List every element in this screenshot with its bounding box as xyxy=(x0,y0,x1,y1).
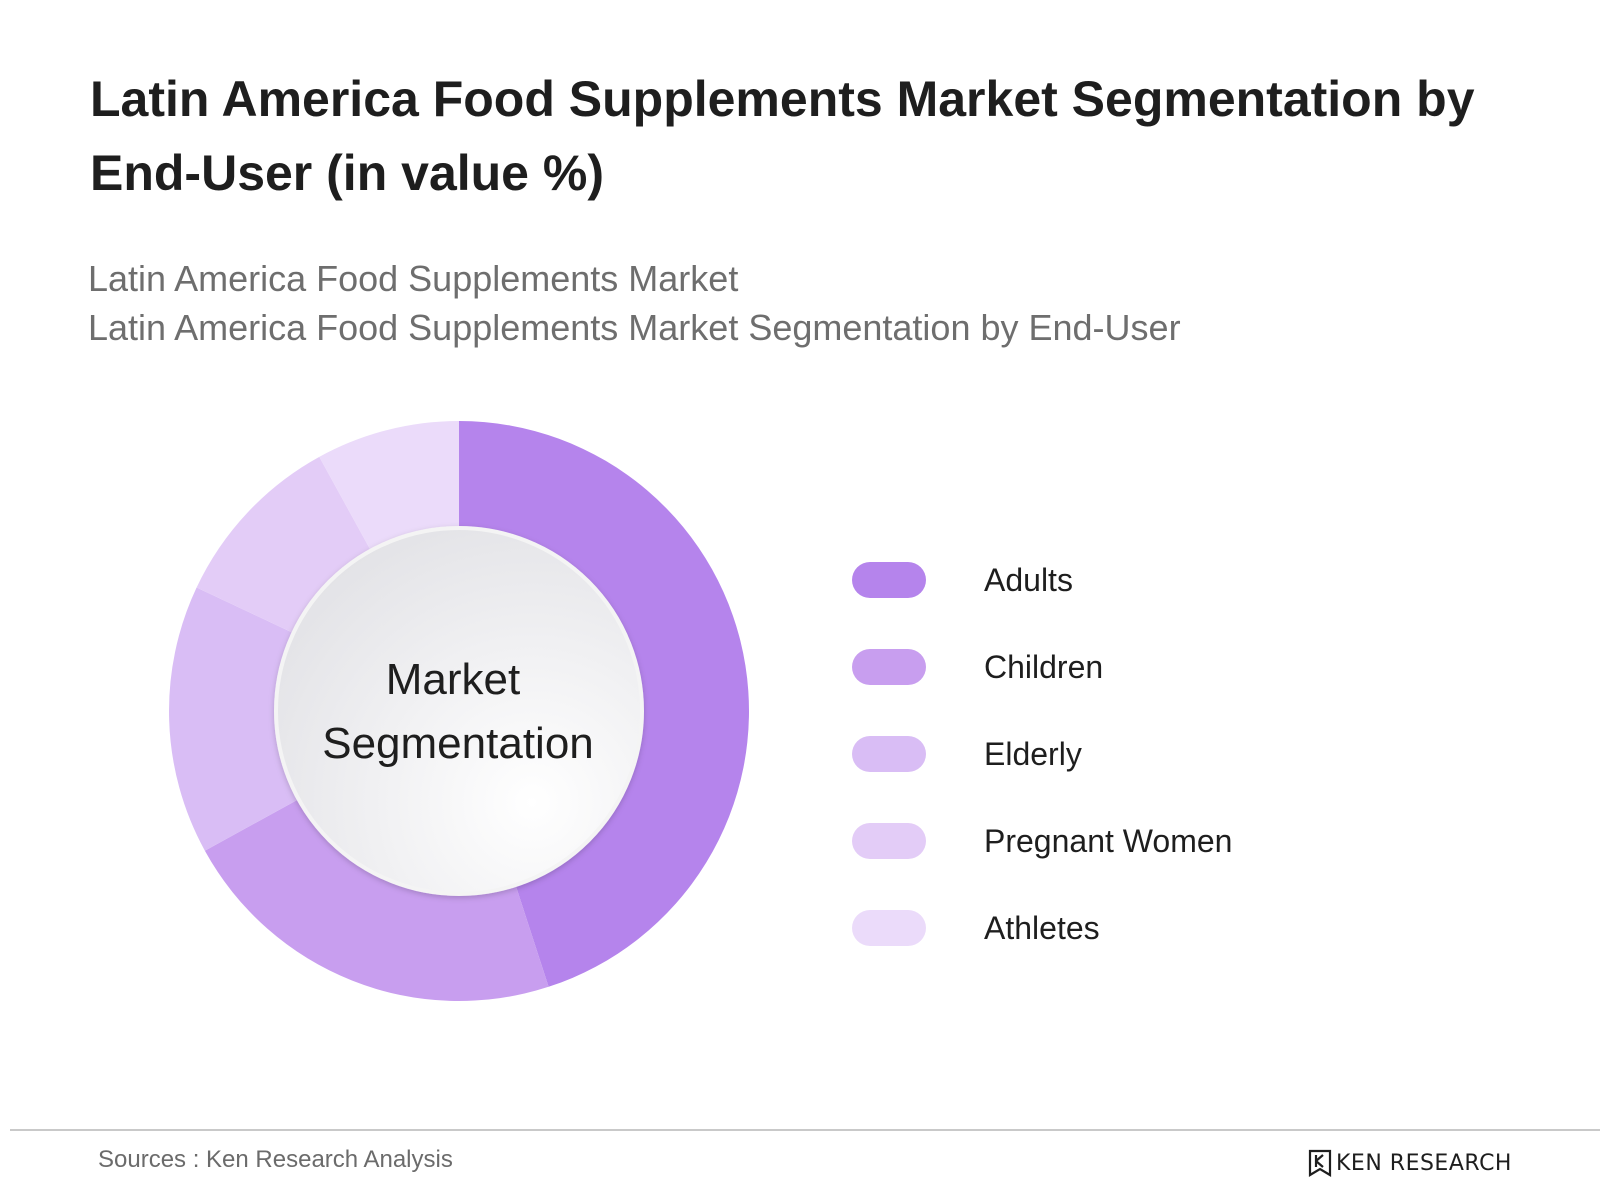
brand-text: KEN RESEARCH xyxy=(1336,1150,1512,1176)
donut-slices xyxy=(169,421,750,1001)
legend-item-pregnant-women: Pregnant Women xyxy=(852,821,1412,908)
legend: Adults Children Elderly Pregnant Women A… xyxy=(852,560,1412,995)
slice-elderly xyxy=(169,587,302,851)
subtitle-segmentation: Latin America Food Supplements Market Se… xyxy=(88,307,1181,348)
slice-athletes xyxy=(319,421,459,554)
legend-swatch-adults xyxy=(852,562,926,598)
legend-label-elderly: Elderly xyxy=(984,736,1082,772)
legend-label-adults: Adults xyxy=(984,562,1073,598)
legend-swatch-pregnant-women xyxy=(852,823,926,859)
legend-label-athletes: Athletes xyxy=(984,910,1100,946)
source-note: Sources : Ken Research Analysis xyxy=(98,1146,453,1173)
footer-divider xyxy=(10,1129,1600,1131)
legend-label-pregnant-women: Pregnant Women xyxy=(984,823,1233,859)
legend-item-children: Children xyxy=(852,647,1412,734)
slice-children xyxy=(204,797,549,1001)
legend-item-athletes: Athletes xyxy=(852,908,1412,995)
brand-logo: KEN RESEARCH xyxy=(1308,1148,1512,1178)
legend-swatch-children xyxy=(852,649,926,685)
legend-item-elderly: Elderly xyxy=(852,734,1412,821)
subtitle-market: Latin America Food Supplements Market xyxy=(88,258,739,299)
legend-item-adults: Adults xyxy=(852,560,1412,647)
donut-chart-svg: Market Segmentation xyxy=(169,421,750,1001)
center-label-line-2: Segmentation xyxy=(322,719,594,768)
donut-chart: Market Segmentation xyxy=(160,420,770,1020)
legend-label-children: Children xyxy=(984,649,1104,685)
slice-adults xyxy=(459,421,750,987)
center-label-line-1: Market xyxy=(386,655,520,704)
chart-title: Latin America Food Supplements Market Se… xyxy=(90,71,1475,201)
donut-center xyxy=(274,526,644,896)
legend-swatch-athletes xyxy=(852,910,926,946)
legend-swatch-elderly xyxy=(852,736,926,772)
slice-pregnant-women xyxy=(196,456,373,635)
ken-research-logo-icon xyxy=(1308,1149,1332,1177)
